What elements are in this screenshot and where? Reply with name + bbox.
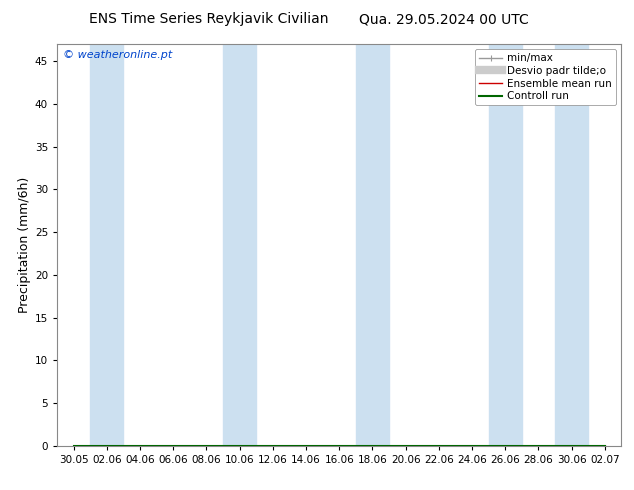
- Text: © weatheronline.pt: © weatheronline.pt: [63, 50, 172, 60]
- Bar: [489, 44, 522, 446]
- Bar: [90, 44, 124, 446]
- Bar: [555, 44, 588, 446]
- Legend: min/max, Desvio padr tilde;o, Ensemble mean run, Controll run: min/max, Desvio padr tilde;o, Ensemble m…: [475, 49, 616, 105]
- Text: ENS Time Series Reykjavik Civilian: ENS Time Series Reykjavik Civilian: [89, 12, 329, 26]
- Bar: [223, 44, 256, 446]
- Bar: [356, 44, 389, 446]
- Text: Qua. 29.05.2024 00 UTC: Qua. 29.05.2024 00 UTC: [359, 12, 529, 26]
- Y-axis label: Precipitation (mm/6h): Precipitation (mm/6h): [18, 177, 30, 313]
